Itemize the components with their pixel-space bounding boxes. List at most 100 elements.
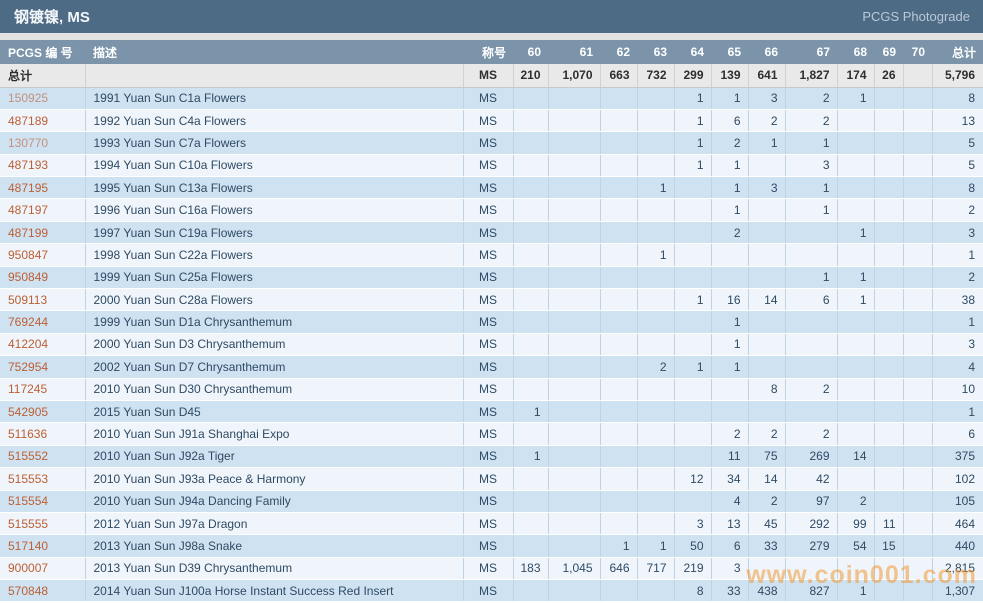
pcgs-number-link[interactable]: 950847 xyxy=(8,247,49,262)
pcgs-number-link[interactable]: 487189 xyxy=(8,113,49,128)
row-total: 102 xyxy=(932,467,983,491)
grade-67-count xyxy=(785,355,838,379)
pcgs-number-link[interactable]: 487193 xyxy=(8,158,49,173)
pcgs-number-link[interactable]: 511636 xyxy=(8,427,48,442)
totals-grade-66: 641 xyxy=(748,64,786,88)
grade-64-count xyxy=(674,422,712,446)
header-designation: 称号 xyxy=(463,40,513,64)
grade-60-count xyxy=(513,87,549,110)
pcgs-number-link[interactable]: 509113 xyxy=(8,292,48,307)
pcgs-number-link[interactable]: 769244 xyxy=(8,315,49,330)
header-grade-64: 64 xyxy=(674,40,711,64)
grade-69-count: 15 xyxy=(874,534,904,558)
grade-60-count xyxy=(513,355,549,379)
grade-70-count xyxy=(903,154,933,178)
grade-62-count xyxy=(600,87,638,110)
coin-description: 2010 Yuan Sun J92a Tiger xyxy=(85,445,464,469)
designation-cell: MS xyxy=(463,198,514,222)
grade-69-count xyxy=(874,109,904,133)
grade-68-count xyxy=(837,154,875,178)
pcgs-number-cell: 900007 xyxy=(0,557,86,581)
pcgs-number-link[interactable]: 515553 xyxy=(8,471,49,486)
designation-cell: MS xyxy=(463,266,514,290)
pcgs-number-link[interactable]: 542905 xyxy=(8,404,49,419)
pcgs-number-link[interactable]: 515554 xyxy=(8,494,49,509)
grade-63-count: 2 xyxy=(637,355,675,379)
table-row: 517140 2013 Yuan Sun J98a Snake MS 1 1 50 6 33 2… xyxy=(0,534,983,558)
grade-60-count xyxy=(513,534,549,558)
grade-68-count: 2 xyxy=(837,490,875,513)
grade-65-count: 16 xyxy=(711,288,749,312)
designation-cell: MS xyxy=(463,534,514,558)
pcgs-number-link[interactable]: 150925 xyxy=(8,91,49,106)
grade-69-count xyxy=(874,400,904,424)
grade-63-count xyxy=(637,131,675,155)
coin-description: 1995 Yuan Sun C13a Flowers xyxy=(85,176,464,200)
grade-61-count xyxy=(548,154,601,178)
pcgs-number-cell: 511636 xyxy=(0,422,86,446)
header-grade-70: 70 xyxy=(903,40,932,64)
grade-62-count xyxy=(600,490,638,513)
pcgs-number-link[interactable]: 517140 xyxy=(8,539,49,553)
grade-61-count xyxy=(548,266,601,290)
grade-66-count xyxy=(748,355,786,379)
grade-69-count xyxy=(874,176,904,200)
grade-65-count: 4 xyxy=(711,490,749,513)
pcgs-number-link[interactable]: 117245 xyxy=(8,382,48,397)
designation-cell: MS xyxy=(463,109,514,133)
grade-70-count xyxy=(903,557,933,581)
coin-description: 2013 Yuan Sun J98a Snake xyxy=(85,534,464,558)
designation-cell: MS xyxy=(463,355,514,379)
photograde-link[interactable]: PCGS Photograde xyxy=(862,9,970,24)
header-grade-66: 66 xyxy=(748,40,785,64)
totals-designation: MS xyxy=(463,64,514,88)
table-row: 130770 1993 Yuan Sun C7a Flowers MS 1 2 1 1 5 xyxy=(0,131,983,155)
grade-68-count xyxy=(837,176,875,200)
pcgs-number-link[interactable]: 570848 xyxy=(8,583,49,598)
pcgs-number-link[interactable]: 950849 xyxy=(8,270,49,285)
table-row: 515555 2012 Yuan Sun J97a Dragon MS 3 13 45 29… xyxy=(0,512,983,536)
designation-cell: MS xyxy=(463,378,514,401)
header-grade-68: 68 xyxy=(837,40,874,64)
pcgs-number-link[interactable]: 515555 xyxy=(8,516,49,531)
grade-64-count xyxy=(674,266,712,290)
pcgs-number-link[interactable]: 487195 xyxy=(8,180,49,195)
pcgs-number-link[interactable]: 752954 xyxy=(8,359,49,374)
coin-description: 1996 Yuan Sun C16a Flowers xyxy=(85,198,464,222)
pcgs-number-cell: 487197 xyxy=(0,198,86,222)
grade-70-count xyxy=(903,288,933,312)
pcgs-number-cell: 412204 xyxy=(0,333,86,357)
grade-69-count xyxy=(874,355,904,379)
pcgs-number-link[interactable]: 130770 xyxy=(8,135,49,150)
grade-70-count xyxy=(903,333,933,357)
grade-61-count xyxy=(548,221,601,245)
grade-60-count xyxy=(513,333,549,357)
pcgs-number-link[interactable]: 515552 xyxy=(8,449,49,464)
pcgs-number-link[interactable]: 412204 xyxy=(8,337,49,352)
grade-61-count xyxy=(548,422,601,446)
pcgs-number-link[interactable]: 487199 xyxy=(8,225,49,240)
grade-69-count xyxy=(874,198,904,222)
pcgs-number-cell: 515553 xyxy=(0,467,86,491)
grade-61-count xyxy=(548,87,601,110)
table-row: 487199 1997 Yuan Sun C19a Flowers MS 2 1 3 xyxy=(0,221,983,245)
grade-60-count xyxy=(513,310,549,334)
page-title: 钢镀镍, MS xyxy=(14,9,90,26)
grade-62-count xyxy=(600,109,638,133)
pcgs-number-cell: 950849 xyxy=(0,266,86,290)
table-row: 950849 1999 Yuan Sun C25a Flowers MS 1 1 2 xyxy=(0,266,983,290)
grade-70-count xyxy=(903,378,933,401)
header-grade-60: 60 xyxy=(513,40,548,64)
grade-63-count xyxy=(637,87,675,110)
grade-66-count xyxy=(748,198,786,222)
designation-cell: MS xyxy=(463,579,514,603)
grade-67-count: 1 xyxy=(785,198,838,222)
grade-69-count xyxy=(874,490,904,513)
coin-description: 2013 Yuan Sun D39 Chrysanthemum xyxy=(85,557,464,581)
pcgs-number-link[interactable]: 900007 xyxy=(8,561,49,576)
pcgs-number-link[interactable]: 487197 xyxy=(8,203,49,218)
designation-cell: MS xyxy=(463,490,514,513)
header-grade-69: 69 xyxy=(874,40,903,64)
grade-61-count xyxy=(548,534,601,558)
